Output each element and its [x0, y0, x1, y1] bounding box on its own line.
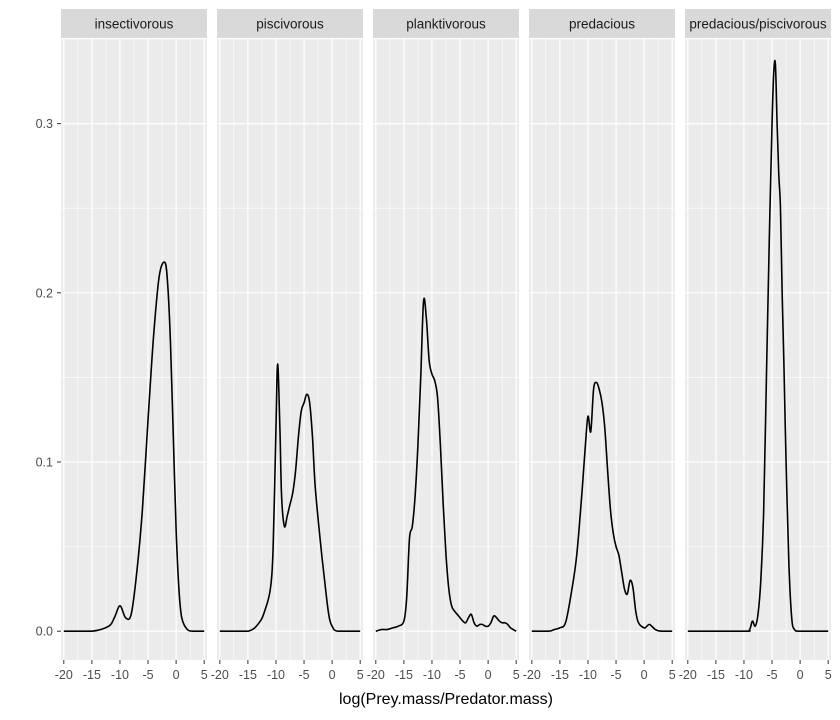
facet-panel: piscivorous -20 -15 -10 -5 0 5 — [211, 9, 364, 682]
x-tick-label: -20 — [679, 668, 697, 682]
x-tick-label: -15 — [239, 668, 257, 682]
facet-panel: predacious -20 -15 -10 -5 0 5 — [523, 9, 676, 682]
x-tick-label: -10 — [423, 668, 441, 682]
x-tick-label: 0 — [329, 668, 336, 682]
x-tick-label: -15 — [83, 668, 101, 682]
y-tick-label: 0.1 — [36, 456, 53, 470]
x-tick-label: 0 — [797, 668, 804, 682]
x-tick-label: -5 — [298, 668, 309, 682]
density-line — [375, 297, 517, 632]
x-tick-label: -15 — [707, 668, 725, 682]
facet-strip-label: piscivorous — [256, 17, 324, 32]
x-tick-label: -20 — [367, 668, 385, 682]
facet-strip-label: predacious/piscivorous — [689, 17, 827, 32]
facet-panels: insectivorous -20 -15 -10 -5 0 5 piscivorous -20… — [55, 9, 832, 682]
density-line — [219, 363, 361, 633]
facet-strip — [685, 9, 831, 38]
x-tick-label: -10 — [735, 668, 753, 682]
x-tick-label: 5 — [201, 668, 208, 682]
x-tick-label: 0 — [173, 668, 180, 682]
x-tick-label: 5 — [513, 668, 520, 682]
x-tick-label: -15 — [395, 668, 413, 682]
x-tick-label: -15 — [551, 668, 569, 682]
density-line — [531, 381, 673, 633]
density-line — [63, 261, 205, 633]
x-tick-label: 5 — [669, 668, 676, 682]
facet-panel: predacious/piscivorous -20 -15 -10 -5 0 5 — [679, 9, 832, 682]
x-tick-label: -5 — [610, 668, 621, 682]
y-tick-label: 0.0 — [36, 625, 53, 639]
x-tick-label: -5 — [454, 668, 465, 682]
facet-strip-label: predacious — [569, 17, 635, 32]
x-tick-label: 5 — [357, 668, 364, 682]
facet-strip — [217, 9, 363, 38]
facet-panel: planktivorous -20 -15 -10 -5 0 5 — [367, 9, 520, 682]
density-line — [687, 59, 829, 633]
x-tick-label: -5 — [142, 668, 153, 682]
facet-panel: insectivorous -20 -15 -10 -5 0 5 — [55, 9, 208, 682]
x-tick-label: -10 — [267, 668, 285, 682]
facet-strip — [373, 9, 519, 38]
x-tick-label: -20 — [523, 668, 541, 682]
y-tick-label: 0.3 — [36, 117, 53, 131]
y-tick-label: 0.2 — [36, 286, 53, 300]
x-tick-label: -20 — [55, 668, 73, 682]
facet-strip-label: planktivorous — [406, 17, 486, 32]
facet-strip-label: insectivorous — [95, 17, 174, 32]
facet-strip — [529, 9, 675, 38]
x-tick-label: 0 — [485, 668, 492, 682]
y-axis: 0.0 0.1 0.2 0.3 — [36, 117, 61, 639]
x-tick-label: -5 — [766, 668, 777, 682]
x-tick-label: 5 — [825, 668, 832, 682]
x-tick-label: 0 — [641, 668, 648, 682]
x-tick-label: -10 — [111, 668, 129, 682]
x-tick-label: -20 — [211, 668, 229, 682]
x-axis-title: log(Prey.mass/Predator.mass) — [339, 691, 553, 708]
x-tick-label: -10 — [579, 668, 597, 682]
facet-strip — [61, 9, 207, 38]
